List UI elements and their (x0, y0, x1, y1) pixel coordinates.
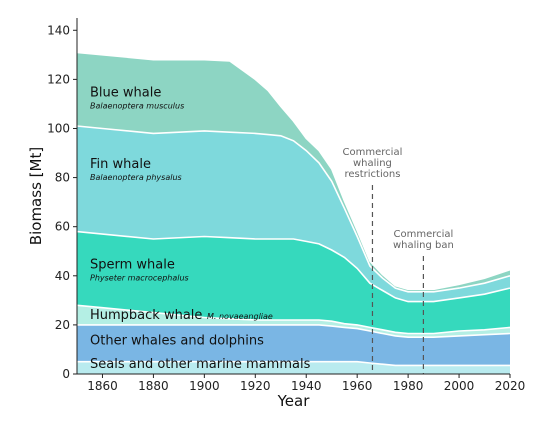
separator-blue-whale (76, 51, 511, 291)
annotation-1-line-1: Commercial (343, 147, 403, 158)
x-tick-label-1980: 1980 (393, 379, 424, 393)
y-tick-label-20: 20 (55, 318, 70, 332)
y-tick-label-80: 80 (55, 171, 70, 185)
y-tick-label-0: 0 (62, 367, 70, 381)
separator-sperm-whale (76, 230, 511, 303)
annotation-1-line-2: whaling (353, 158, 392, 169)
x-axis-title: Year (277, 392, 311, 410)
area-other-whales-and-dolphins (77, 324, 510, 366)
series-label-humpback-whale: Humpback whale (90, 308, 202, 323)
separator-seals-and-other-marine-mammals (77, 360, 510, 367)
series-sci-sperm-whale: Physeter macrocephalus (90, 273, 189, 282)
series-separators (76, 51, 511, 367)
annotation-2-line-2: whaling ban (393, 240, 454, 251)
series-label-seals-and-other-marine-mammals: Seals and other marine mammals (90, 357, 311, 372)
series-label-fin-whale: Fin whale (90, 157, 151, 172)
separator-fin-whale (76, 125, 511, 293)
annotations: CommercialwhalingrestrictionsCommercialw… (343, 147, 454, 374)
x-tick-label-1920: 1920 (240, 379, 271, 393)
x-tick-label-1900: 1900 (189, 379, 220, 393)
series-label-sperm-whale: Sperm whale (90, 257, 175, 272)
series-sci-blue-whale: Balaenoptera musculus (90, 102, 184, 111)
x-tick-label-1860: 1860 (87, 379, 118, 393)
area-sperm-whale (77, 231, 510, 334)
x-tick-label-1960: 1960 (342, 379, 373, 393)
series-labels: Seals and other marine mammals Other whal… (90, 86, 311, 372)
separator-other-whales-and-dolphins (77, 324, 511, 339)
stacked-areas (77, 52, 510, 374)
series-label-blue-whale: Blue whale (90, 86, 161, 101)
y-tick-label-120: 120 (47, 72, 70, 86)
annotation-1-line-3: restrictions (344, 169, 400, 180)
x-tick-label-2020: 2020 (495, 379, 526, 393)
series-label-other-whales-and-dolphins: Other whales and dolphins (90, 334, 264, 349)
area-blue-whale (77, 52, 510, 292)
y-tick-label-140: 140 (47, 23, 70, 37)
y-tick-label-100: 100 (47, 121, 70, 135)
series-sci-humpback-whale: M. novaeangliae (207, 312, 273, 321)
area-humpback-whale (77, 305, 510, 338)
area-seals-and-other-marine-mammals (77, 361, 510, 374)
y-axis-title: Biomass [Mt] (27, 147, 45, 245)
area-fin-whale (77, 126, 510, 302)
series-sci-fin-whale: Balaenoptera physalus (90, 173, 182, 182)
x-tick-label-1880: 1880 (138, 379, 169, 393)
y-tick-label-40: 40 (55, 269, 70, 283)
axes: 1860 1880 1900 1920 1940 1960 1980 2000 2020 0 20 4… (47, 18, 525, 393)
y-tick-label-60: 60 (55, 220, 70, 234)
x-tick-label-2000: 2000 (444, 379, 475, 393)
x-tick-label-1940: 1940 (291, 379, 322, 393)
separator-humpback-whale (76, 304, 511, 335)
annotation-2-line-1: Commercial (393, 229, 453, 240)
